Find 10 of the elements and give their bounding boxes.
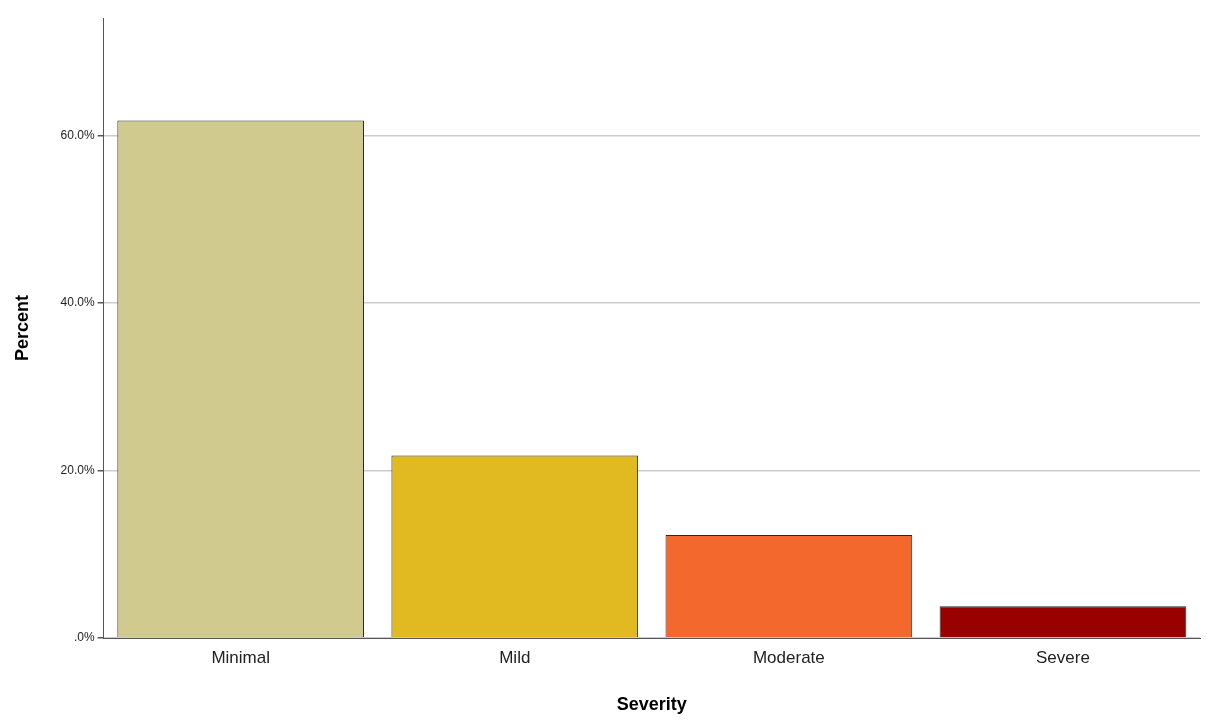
- y-tick-label: 20.0%: [60, 462, 95, 477]
- y-tick-label: .0%: [73, 630, 95, 645]
- x-tick-label: Severe: [1036, 647, 1090, 667]
- y-tick-label: 60.0%: [60, 127, 95, 142]
- x-tick-label: Mild: [499, 647, 531, 667]
- y-axis-title: Percent: [11, 295, 32, 362]
- y-tick-label: 40.0%: [60, 295, 95, 310]
- x-tick-label: Minimal: [211, 647, 270, 667]
- x-tick-label: Moderate: [752, 647, 825, 667]
- x-axis-title: Severity: [616, 694, 687, 715]
